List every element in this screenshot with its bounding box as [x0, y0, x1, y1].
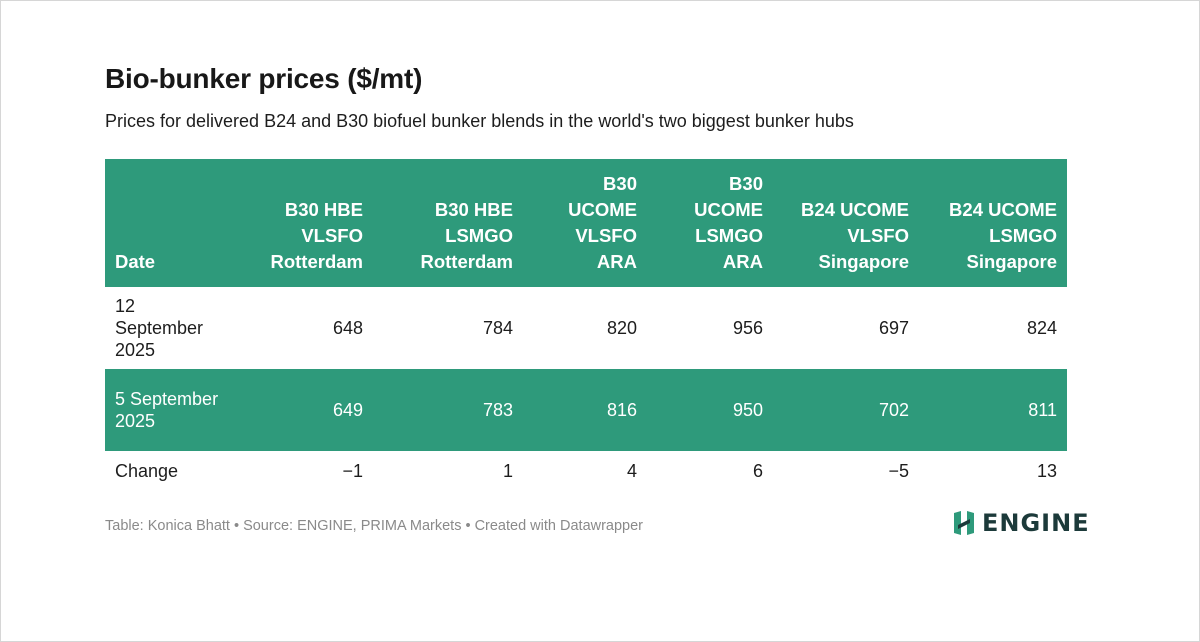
engine-logo: ENGINE [952, 509, 1090, 537]
table-cell: 649 [233, 369, 373, 451]
table-cell: 697 [878, 318, 909, 338]
table-row: 5 September 2025 649 783 816 950 702 811 [105, 369, 1067, 451]
table-cell: 4 [626, 461, 637, 481]
table-cell: −1 [342, 461, 363, 481]
chart-footer-credit: Table: Konica Bhatt • Source: ENGINE, PR… [105, 518, 644, 534]
table-cell: 783 [373, 369, 523, 451]
table-cell: 950 [647, 369, 773, 451]
column-header-date: Date [105, 159, 233, 287]
column-header-b30-hbe-lsmgo-rotterdam: B30 HBE LSMGO Rotterdam [373, 159, 523, 287]
table-header-row: Date B30 HBE VLSFO Rotterdam B30 HBE LSM… [105, 159, 1067, 287]
table-cell-date: 12 September 2025 [115, 296, 204, 360]
column-header-b30-ucome-lsmgo-ara: B30 UCOME LSMGO ARA [647, 159, 773, 287]
column-header-b24-ucome-vlsfo-singapore: B24 UCOME VLSFO Singapore [773, 159, 919, 287]
table-row-change: Change −1 1 4 6 −5 13 [105, 451, 1067, 491]
table-cell: 811 [919, 369, 1067, 451]
table-cell: 6 [752, 461, 763, 481]
column-header-b30-ucome-vlsfo-ara: B30 UCOME VLSFO ARA [523, 159, 647, 287]
table-cell: 13 [1036, 461, 1057, 481]
table-cell: 784 [482, 318, 513, 338]
chart-title: Bio-bunker prices ($/mt) [105, 63, 423, 94]
table-cell-label: Change [115, 461, 179, 481]
table-cell: −5 [888, 461, 909, 481]
table-cell: 1 [502, 461, 513, 481]
table-cell: 816 [523, 369, 647, 451]
table-row: 12 September 2025 648 784 820 956 697 82… [105, 287, 1067, 369]
chart-content: Bio-bunker prices ($/mt) Prices for deli… [105, 61, 1067, 491]
table-cell-date: 5 September 2025 [105, 369, 233, 451]
engine-logo-mark-icon [954, 511, 974, 535]
column-header-b30-hbe-vlsfo-rotterdam: B30 HBE VLSFO Rotterdam [233, 159, 373, 287]
price-table: Date B30 HBE VLSFO Rotterdam B30 HBE LSM… [105, 159, 1067, 491]
table-cell: 648 [332, 318, 363, 338]
engine-logo-text: ENGINE [982, 509, 1090, 537]
column-header-b24-ucome-lsmgo-singapore: B24 UCOME LSMGO Singapore [919, 159, 1067, 287]
table-cell: 820 [606, 318, 637, 338]
chart-subtitle: Prices for delivered B24 and B30 biofuel… [105, 111, 854, 131]
table-cell: 824 [1026, 318, 1057, 338]
table-cell: 956 [732, 318, 763, 338]
table-cell: 702 [773, 369, 919, 451]
